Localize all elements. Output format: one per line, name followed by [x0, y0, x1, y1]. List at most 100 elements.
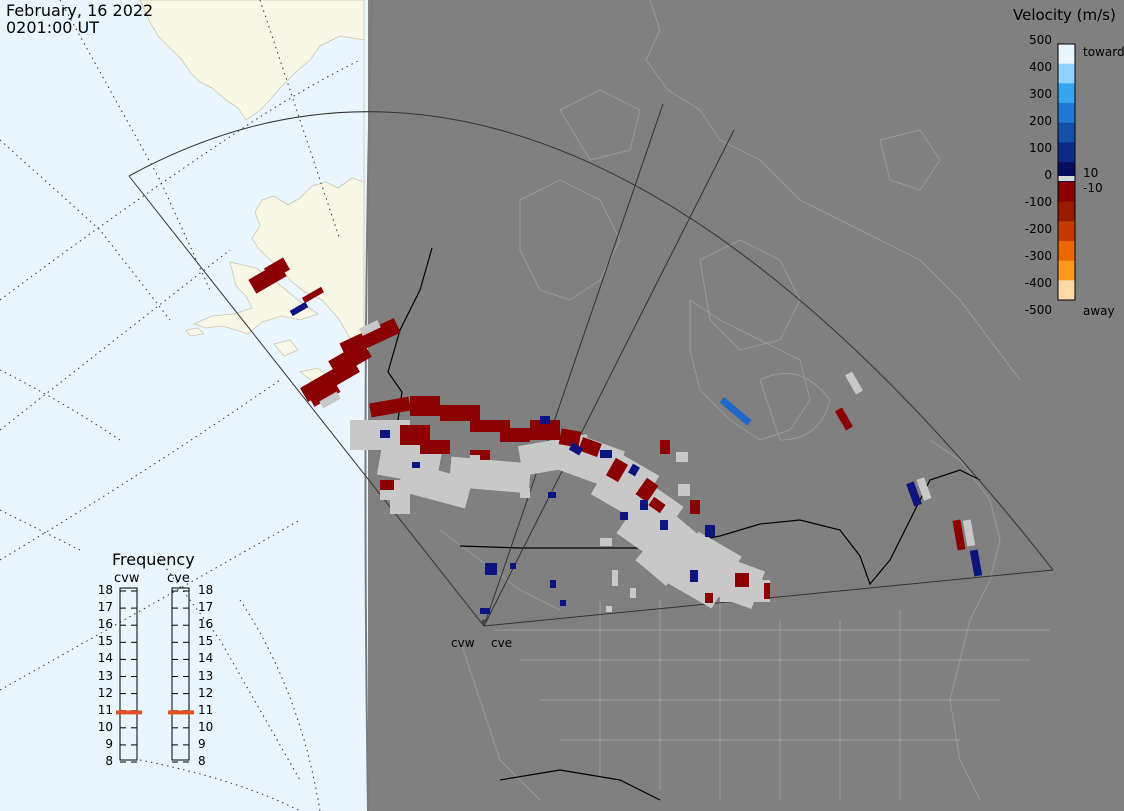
scatter-cell: [558, 428, 582, 448]
scatter-cell: [628, 463, 640, 477]
scatter-cell: [690, 570, 698, 582]
scatter-cell: [600, 450, 612, 458]
scatter-cell: [648, 496, 666, 514]
colorbar-segment: [1058, 122, 1075, 143]
scatter-cell: [412, 462, 420, 468]
colorbar-neg-limit: -10: [1083, 181, 1103, 195]
colorbar-tick-label: 100: [1029, 141, 1052, 155]
scatter-cell: [612, 570, 618, 586]
scatter-cell: [397, 461, 473, 509]
freq-scale-label-right: 15: [198, 634, 214, 649]
freq-scale-label-left: 13: [97, 668, 113, 683]
scatter-cell: [969, 549, 983, 577]
scatter-cell: [309, 383, 341, 407]
scatter-cell: [616, 483, 684, 557]
scatter-cell: [510, 563, 516, 569]
colorbar-tick-label: -100: [1024, 195, 1052, 209]
scatter-cell: [485, 563, 497, 575]
freq-scale-label-right: 16: [198, 617, 214, 632]
alaska-peninsula: [192, 261, 319, 335]
state-borders: [495, 600, 1050, 800]
freq-scale-label-right: 14: [198, 651, 214, 666]
island-chain: [273, 339, 299, 357]
colorbar-away-label: away: [1083, 304, 1115, 318]
colorbar-segment: [1058, 221, 1075, 242]
scatter-cell: [500, 428, 530, 442]
colorbar-segment: [1058, 201, 1075, 222]
colorbar-tick-label: 400: [1029, 60, 1052, 74]
night-coastlines: [439, 0, 1021, 801]
colorbar-tick-label: 0: [1044, 168, 1052, 182]
map-date: February, 16 2022: [6, 1, 154, 20]
scatter-cell: [301, 286, 325, 304]
colorbar-tick-label: -400: [1024, 276, 1052, 290]
freq-scale-label-left: 17: [97, 600, 113, 615]
scatter-cell: [835, 407, 853, 431]
colorbar-segment: [1058, 44, 1075, 65]
scatter-cell: [720, 580, 770, 602]
radar-label-cvw-header: cvw: [114, 571, 140, 586]
radar-label-cve-header: cve: [167, 571, 190, 586]
scatter-cell: [640, 500, 648, 510]
scatter-cell: [635, 477, 659, 503]
scatter-cell: [906, 481, 922, 507]
scatter-cell: [548, 492, 556, 498]
freq-scale-label-right: 13: [198, 668, 214, 683]
scatter-cell: [600, 538, 612, 546]
colorbar-tick-label: -300: [1024, 249, 1052, 263]
colorbar-zero-band: [1058, 176, 1075, 181]
terminator-line: [364, 0, 373, 811]
freq-box-cve: [171, 587, 190, 761]
freq-scale-label-right: 9: [198, 736, 206, 751]
alaska-land: [139, 0, 365, 346]
scatter-cell: [390, 500, 410, 514]
scatter-cell: [952, 519, 966, 551]
colorbar-segment: [1058, 63, 1075, 84]
scatter-cell: [660, 520, 668, 530]
colorbar-segment: [1058, 240, 1075, 262]
scatter-cell: [660, 440, 670, 454]
scatter-cell: [530, 420, 560, 440]
scatter-cell: [735, 573, 749, 587]
scatter-cell: [578, 437, 602, 457]
freq-box-cvw: [119, 587, 138, 761]
scatter-cell: [606, 606, 612, 612]
scatter-cell: [369, 396, 411, 418]
scatter-cell: [480, 608, 490, 614]
radar-site-marker: [481, 619, 487, 625]
scatter-cell: [263, 257, 291, 281]
scatter-cell: [719, 397, 752, 426]
scatter-cell: [550, 580, 556, 588]
freq-scale-label-right: 12: [198, 685, 214, 700]
freq-scale-label-left: 9: [105, 736, 113, 751]
scatter-cell: [420, 440, 450, 454]
scatter-cell: [319, 391, 341, 409]
scatter-cell: [359, 320, 381, 336]
scatter-cell: [410, 396, 440, 416]
freq-scale-label-left: 16: [97, 617, 113, 632]
colorbar-tick-label: -500: [1024, 303, 1052, 317]
freq-scale-label-right: 18: [198, 583, 214, 597]
scatter-cell: [440, 405, 480, 421]
colorbar-frame: [1057, 43, 1076, 301]
colorbar-segment: [1058, 103, 1075, 124]
graticule: [0, 0, 361, 811]
scatter-cell: [380, 430, 390, 438]
colorbar-toward-label: toward: [1083, 45, 1124, 59]
frequency-panel-boxes: [116, 587, 194, 763]
freq-scale-label-left: 18: [97, 583, 113, 597]
freq-scale-label-left: 11: [97, 702, 113, 717]
colorbar-segment: [1058, 181, 1075, 203]
radar-site-label-cvw: cvw: [451, 636, 475, 650]
scatter-cell: [470, 455, 480, 463]
colorbar-pos-limit: 10: [1083, 166, 1099, 180]
colorbar-segment: [1058, 260, 1075, 281]
scatter-cell: [448, 456, 532, 494]
freq-scale-label-left: 10: [97, 719, 113, 734]
scatter-cell: [380, 480, 394, 490]
colorbar-tick-label: 300: [1029, 87, 1052, 101]
colorbar-tick-label: 200: [1029, 114, 1052, 128]
map-time: 0201:00 UT: [6, 18, 100, 37]
freq-scale-label-right: 11: [198, 702, 214, 717]
